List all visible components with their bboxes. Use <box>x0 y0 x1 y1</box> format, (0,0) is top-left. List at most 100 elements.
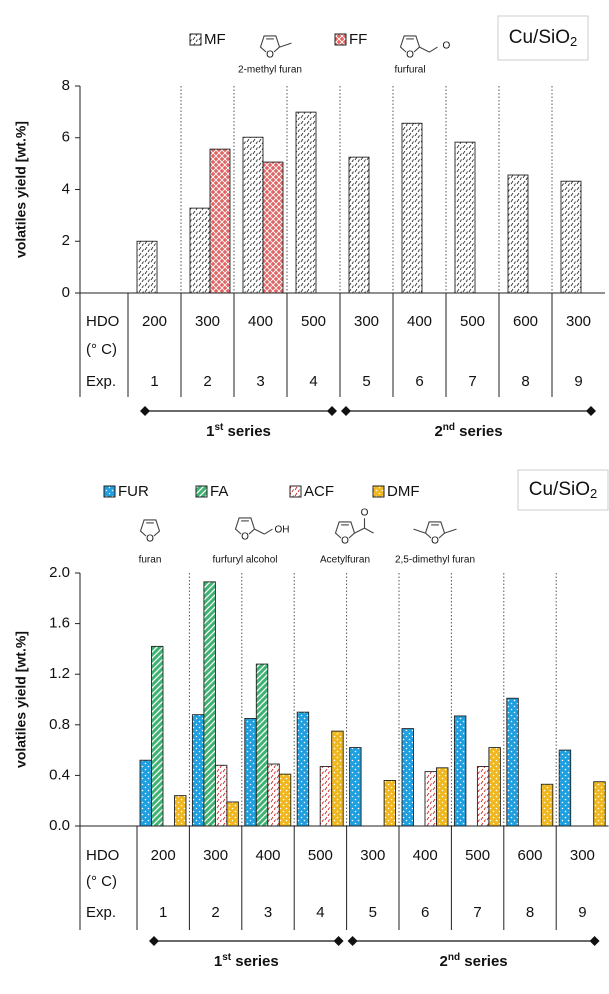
bar <box>267 763 280 827</box>
hdo-temperature: 500 <box>460 313 485 330</box>
row-label: Exp. <box>86 373 116 390</box>
structure-name: furfuryl alcohol <box>212 555 277 566</box>
bar <box>349 747 362 827</box>
bar <box>189 207 211 294</box>
hdo-temperature: 500 <box>465 847 490 864</box>
group-suffix: st <box>222 952 232 963</box>
bar <box>226 801 239 827</box>
structure-atom: OH <box>275 525 290 536</box>
legend-label: FA <box>210 483 228 500</box>
bar <box>296 711 310 827</box>
hdo-temperature: 400 <box>255 847 280 864</box>
structure-ring <box>399 35 421 53</box>
bracket-end <box>589 936 600 946</box>
series-group-label: 1st series <box>206 422 271 440</box>
bar <box>401 728 414 827</box>
title-box <box>517 469 609 511</box>
bar <box>151 645 164 827</box>
structure-ring <box>259 35 281 53</box>
title-main: Cu/SiO <box>509 27 570 48</box>
group-word: series <box>455 423 503 440</box>
y-tick-label: 2.0 <box>49 564 70 581</box>
group-ordinal: 1 <box>206 423 214 440</box>
title-box <box>497 15 589 61</box>
hdo-temperature: 400 <box>413 847 438 864</box>
bar <box>560 180 582 294</box>
series-group-label: 2nd series <box>434 422 502 440</box>
hdo-temperature: 200 <box>151 847 176 864</box>
structure-bond <box>254 528 265 535</box>
y-tick-label: 6 <box>62 129 70 146</box>
x-tick-label: 8 <box>521 373 529 390</box>
group-word: series <box>460 953 508 970</box>
bar <box>331 730 344 827</box>
legend-swatch <box>103 485 116 498</box>
group-suffix: nd <box>448 952 460 963</box>
bracket-end <box>149 936 159 946</box>
x-tick-label: 3 <box>256 373 264 390</box>
structure-bond <box>363 518 374 534</box>
title-sub: 2 <box>590 486 597 501</box>
y-tick-label: 1.2 <box>49 665 70 682</box>
chart-title: Cu/SiO2 <box>529 479 597 501</box>
bar <box>476 766 490 827</box>
bar <box>453 715 467 827</box>
x-tick-label: 7 <box>468 373 476 390</box>
structure-atom: O <box>146 534 154 545</box>
chart-title: Cu/SiO2 <box>509 27 577 49</box>
bar <box>454 141 476 294</box>
x-tick-label: 1 <box>150 373 158 390</box>
structure-name: furfural <box>394 65 425 76</box>
bar <box>203 581 216 827</box>
hdo-temperature: 500 <box>301 313 326 330</box>
group-ordinal: 1 <box>214 953 222 970</box>
row-label: HDO <box>86 313 119 330</box>
structure-atom: O <box>443 41 451 52</box>
hdo-temperature: 200 <box>142 313 167 330</box>
x-tick-label: 6 <box>415 373 423 390</box>
structure-bond <box>413 528 426 534</box>
structure-ring <box>334 521 356 539</box>
bar <box>488 747 501 827</box>
x-tick-label: 8 <box>526 904 534 921</box>
bar <box>383 780 397 827</box>
group-ordinal: 2 <box>434 423 442 440</box>
structure-atom: O <box>431 536 439 547</box>
structure-bond <box>444 528 457 534</box>
bar <box>507 174 529 294</box>
bracket-end <box>140 406 150 416</box>
series-group-label: 2nd series <box>440 952 508 970</box>
hdo-temperature: 300 <box>195 313 220 330</box>
bar <box>139 759 152 827</box>
group-word: series <box>223 423 271 440</box>
structure-atom: O <box>361 508 369 519</box>
y-tick-label: 0.4 <box>49 766 70 783</box>
bar <box>348 156 370 294</box>
title-sub: 2 <box>570 34 577 49</box>
y-axis-label: volatiles yield [wt.%] <box>13 631 29 768</box>
bar <box>214 764 228 827</box>
hdo-temperature: 500 <box>308 847 333 864</box>
x-tick-label: 4 <box>309 373 317 390</box>
structure-bond <box>419 46 430 53</box>
x-tick-label: 4 <box>316 904 324 921</box>
legend-swatch <box>189 33 202 46</box>
bar <box>278 773 292 827</box>
y-tick-label: 8 <box>62 77 70 94</box>
legend-label: MF <box>204 31 226 48</box>
bracket-end <box>586 406 596 416</box>
legend-swatch <box>195 485 208 498</box>
bar <box>319 766 333 827</box>
x-tick-label: 1 <box>159 904 167 921</box>
structure-name: Acetylfuran <box>320 555 370 566</box>
legend-swatch <box>372 485 385 498</box>
structure-atom: O <box>341 536 349 547</box>
bar <box>295 111 317 294</box>
structure-atom: O <box>241 532 249 543</box>
legend-swatch <box>289 485 302 498</box>
structure-atom: O <box>266 50 274 61</box>
group-suffix: st <box>214 422 224 433</box>
hdo-temperature: 300 <box>360 847 385 864</box>
y-tick-label: 0.8 <box>49 716 70 733</box>
